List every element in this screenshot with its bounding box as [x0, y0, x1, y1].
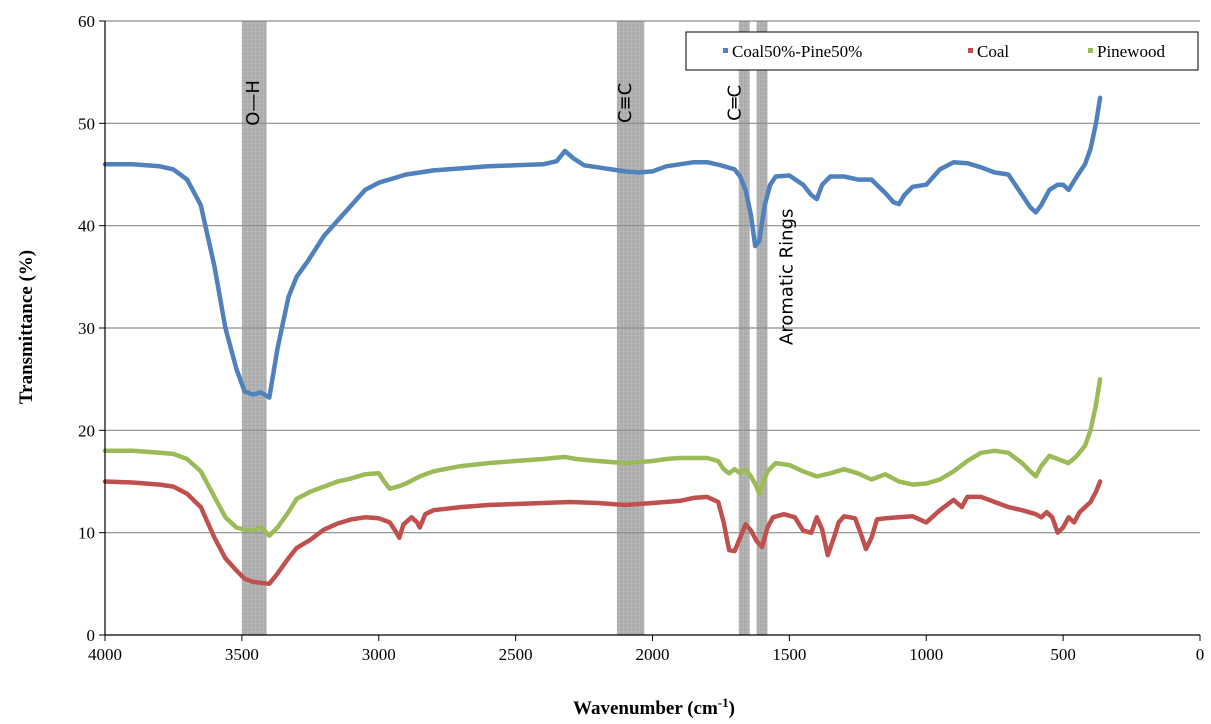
- band-label-aromatic-rings: Aromatic Rings: [777, 209, 798, 345]
- x-axis-title-close: ): [729, 698, 735, 719]
- legend-label-pinewood: Pinewood: [1097, 42, 1166, 61]
- legend-marker-coal50-pine50: [723, 48, 728, 53]
- x-tick-label-500: 500: [1050, 645, 1076, 664]
- x-axis-title: Wavenumber (cm-1): [573, 695, 735, 720]
- x-tick-label-3500: 3500: [225, 645, 259, 664]
- y-tick-label-0: 0: [87, 626, 96, 645]
- axes: 0 10 20 30 40 50 60 4000 3500 3000 2500 2000 1500 100…: [78, 12, 1204, 664]
- band-annotations: O—H C≡C C═C Aromatic Rings: [243, 80, 798, 345]
- legend-label-coal: Coal: [977, 42, 1009, 61]
- x-tick-label-2000: 2000: [636, 645, 670, 664]
- y-tick-label-40: 40: [78, 217, 95, 236]
- y-tick-label-10: 10: [78, 524, 95, 543]
- legend: Coal50%-Pine50% Coal Pinewood: [685, 31, 1199, 71]
- x-tick-label-3000: 3000: [362, 645, 396, 664]
- series-line-pinewood: [102, 376, 1103, 538]
- legend-marker-coal: [968, 48, 973, 53]
- legend-marker-pinewood: [1088, 48, 1093, 53]
- gridlines: [105, 20, 1200, 534]
- series-line-coal50-pine50: [102, 95, 1103, 400]
- legend-label-coal50-pine50: Coal50%-Pine50%: [732, 42, 862, 61]
- y-tick-label-50: 50: [78, 114, 95, 133]
- x-tick-label-2500: 2500: [499, 645, 533, 664]
- band-label-c-c: C═C: [725, 85, 746, 121]
- x-axis-title-superscript: -1: [718, 695, 729, 710]
- y-axis-title: Transmittance (%): [16, 250, 37, 404]
- x-tick-label-1500: 1500: [772, 645, 806, 664]
- x-axis-title-main: Wavenumber (cm: [573, 698, 718, 719]
- x-tick-label-4000: 4000: [88, 645, 122, 664]
- band-label-o-h: O—H: [243, 80, 264, 126]
- legend-box: [685, 31, 1199, 71]
- x-tick-label-1000: 1000: [909, 645, 943, 664]
- series-line-coal: [102, 479, 1103, 587]
- y-tick-label-20: 20: [78, 421, 95, 440]
- x-tick-label-0: 0: [1196, 645, 1205, 664]
- y-tick-label-30: 30: [78, 319, 95, 338]
- band-label-c-c: C≡C: [615, 83, 636, 123]
- series-layer: [102, 95, 1103, 587]
- y-tick-label-60: 60: [78, 12, 95, 31]
